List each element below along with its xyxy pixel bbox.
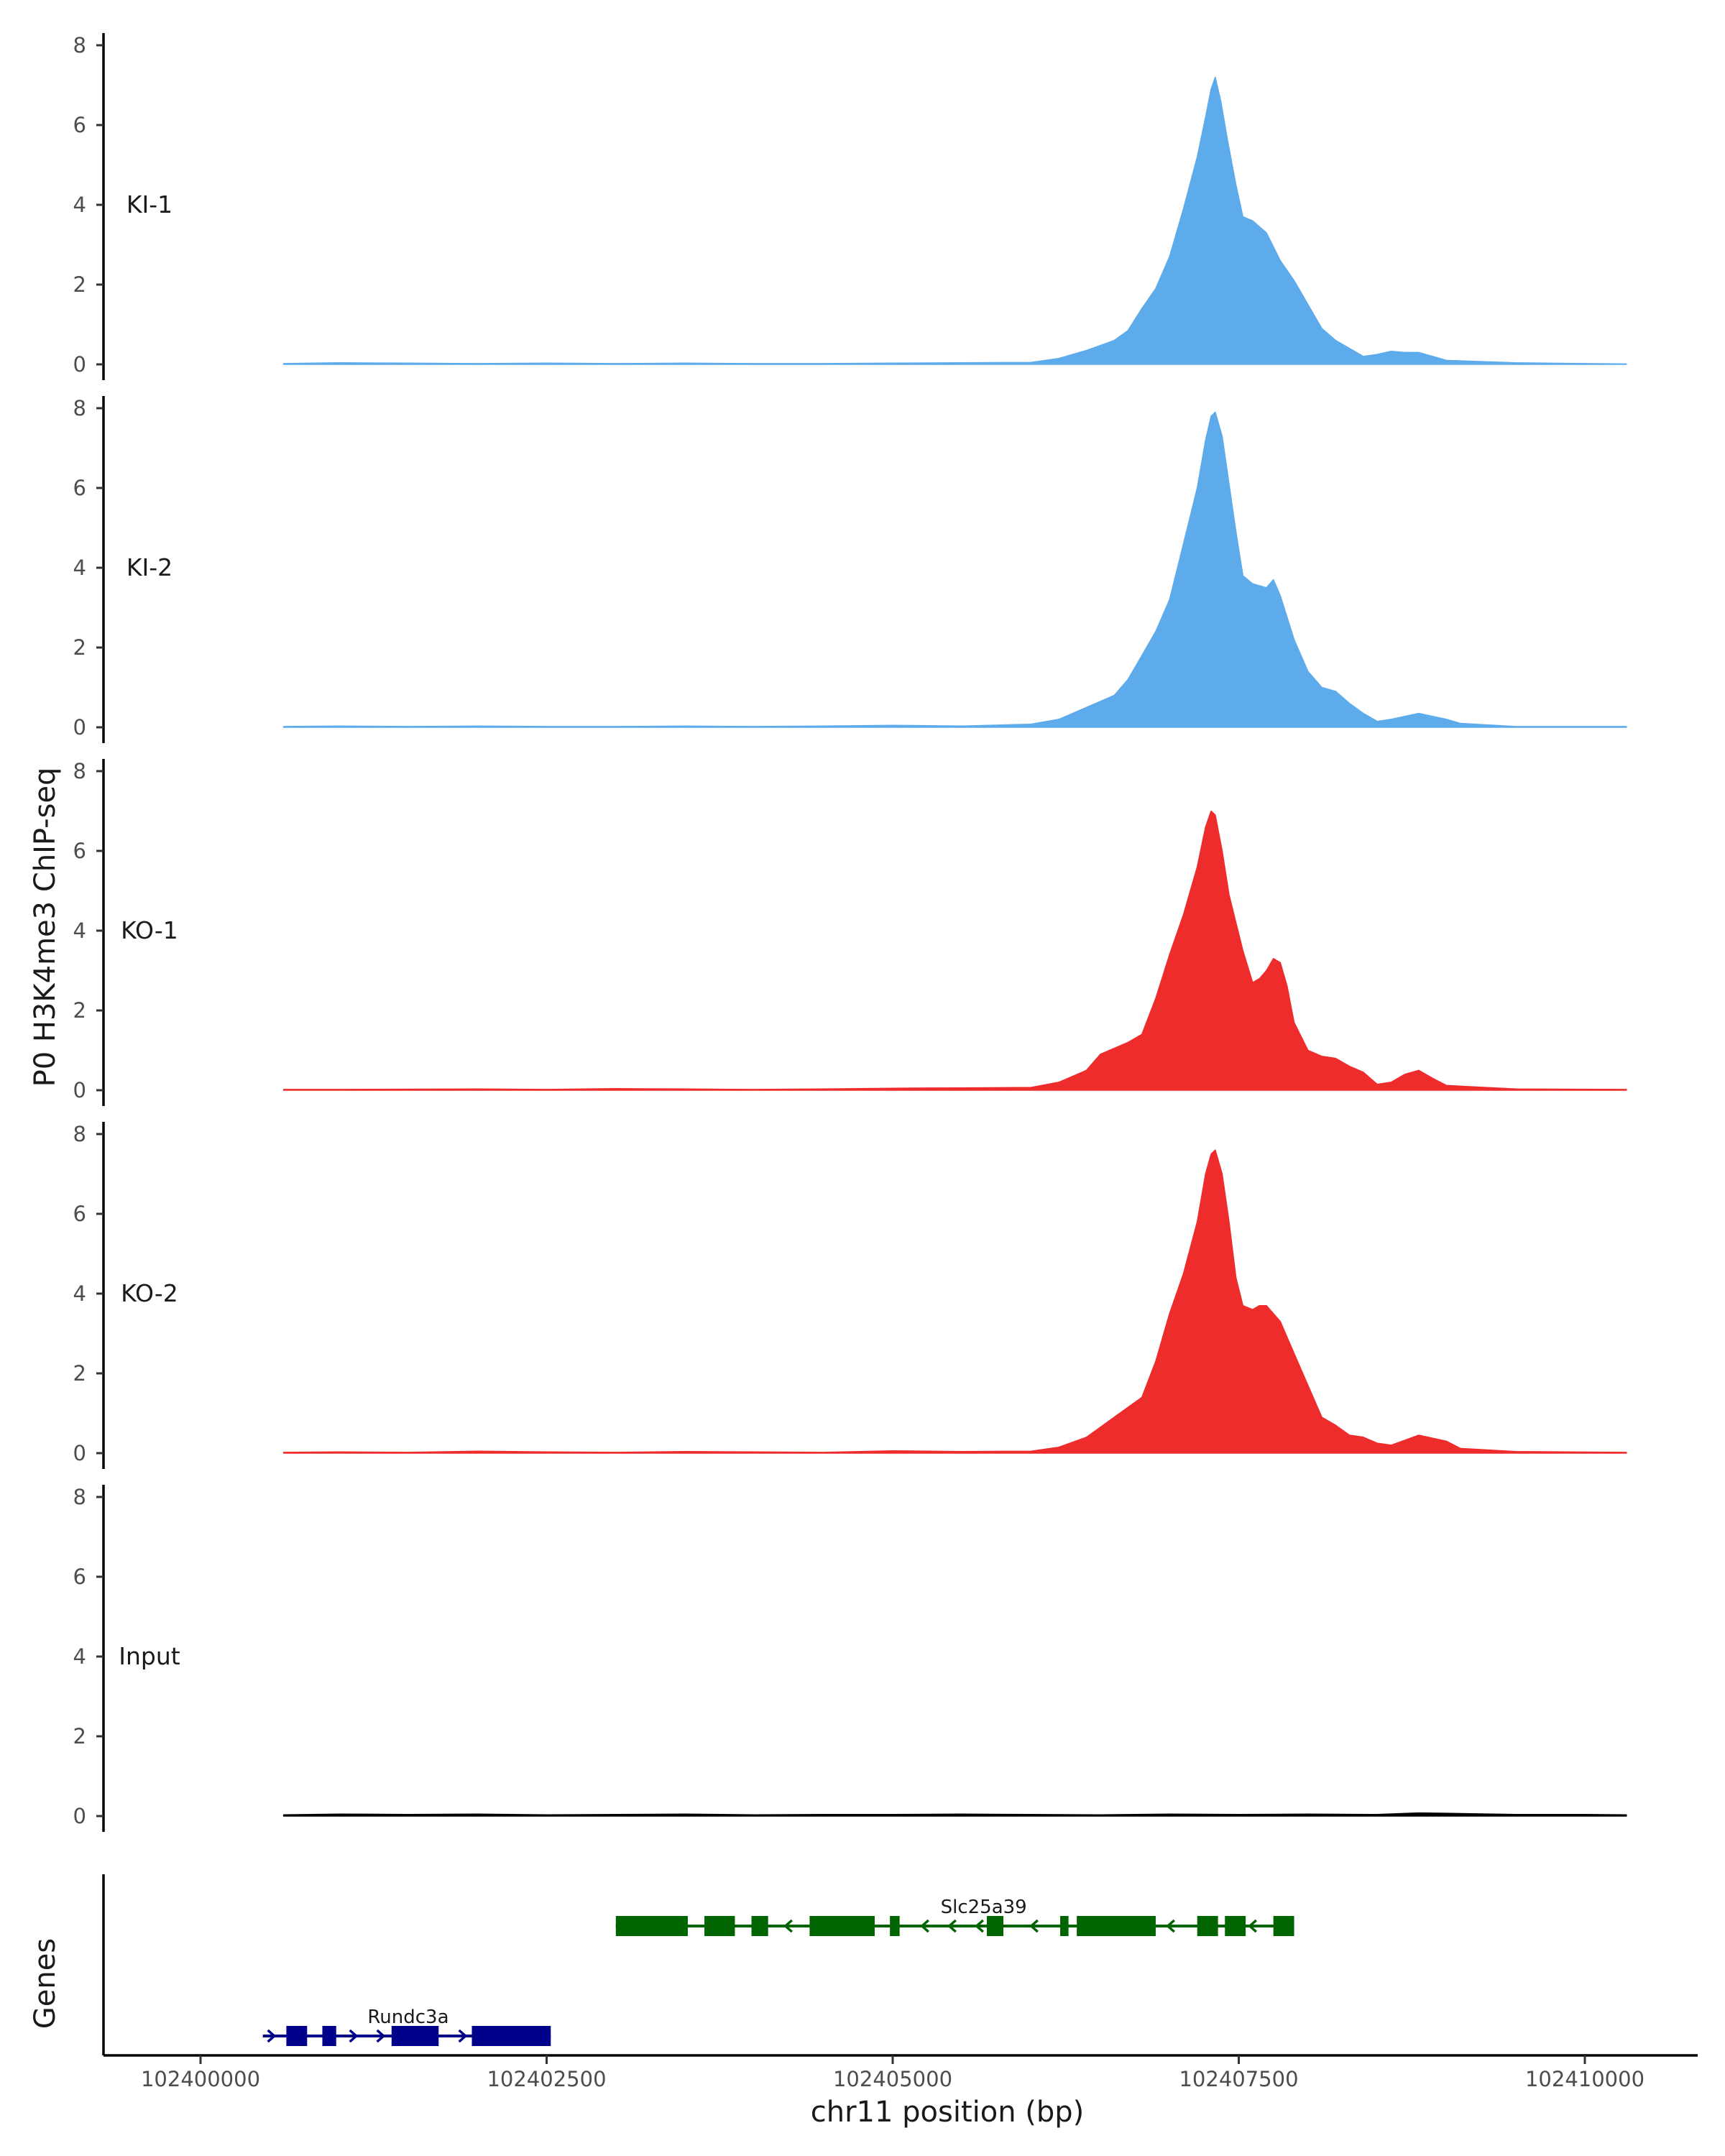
x-tick-label: 102402500 [487, 2067, 606, 2091]
track-ki-1: 0 2 4 6 8 KI-1 [73, 33, 1627, 380]
track-label-ko-2: KO-2 [121, 1279, 178, 1307]
gene-exon [704, 1916, 735, 1936]
x-tick-label: 102410000 [1525, 2067, 1644, 2091]
y-tick-label: 8 [73, 1122, 86, 1146]
strand-arrow [783, 1919, 793, 1933]
y-tick-label: 4 [73, 918, 86, 943]
x-tick-label: 102407500 [1179, 2067, 1298, 2091]
y-tick-label: 6 [73, 839, 86, 863]
track-ko-1: 0 2 4 6 8 KO-1 [73, 759, 1627, 1106]
track-input: 0 2 4 6 8 Input [73, 1485, 1627, 1832]
gene-exon [1225, 1916, 1246, 1936]
coverage-area-ko-1 [282, 810, 1627, 1091]
y-tick-label: 8 [73, 396, 86, 420]
y-tick-label: 0 [73, 1441, 86, 1465]
track-label-ki-2: KI-2 [126, 553, 172, 581]
strand-arrow [1166, 1919, 1175, 1933]
y-tick-label: 6 [73, 113, 86, 137]
x-axis: 102400000 102402500 102405000 102407500 1024… [104, 2054, 1698, 2091]
y-tick-label: 6 [73, 1565, 86, 1589]
coverage-tracks: 0 2 4 6 8 KI-1 0 2 4 6 8 KI-2 0 2 4 6 8 KO-1 0 2 4 6 8 KO-2 0 2 4 6… [73, 33, 1627, 1832]
gene-label-rundc3a: Rundc3a [367, 2007, 448, 2028]
y-tick-label: 0 [73, 1804, 86, 1828]
y-tick-label: 0 [73, 352, 86, 377]
strand-arrow [947, 1919, 957, 1933]
gene-exon [751, 1916, 768, 1936]
track-ki-2: 0 2 4 6 8 KI-2 [73, 396, 1627, 743]
gene-rundc3a: Rundc3a [262, 2007, 551, 2046]
y-tick-label: 0 [73, 1078, 86, 1102]
genes-panel: Slc25a39 Rundc3a [102, 1874, 1294, 2055]
strand-arrow [920, 1919, 929, 1933]
gene-exon [286, 2026, 308, 2046]
strand-arrow [267, 2029, 277, 2043]
y-tick-label: 4 [73, 193, 86, 217]
coverage-area-ki-2 [282, 411, 1627, 728]
y-tick-label: 2 [73, 635, 86, 660]
strand-arrow [1248, 1919, 1257, 1933]
gene-exon [1197, 1916, 1218, 1936]
y-axis-title: P0 H3K4me3 ChIP-seq [29, 768, 62, 1087]
track-ko-2: 0 2 4 6 8 KO-2 [73, 1122, 1627, 1469]
coverage-area-input [282, 1812, 1627, 1817]
coverage-area-ki-1 [282, 76, 1627, 365]
gene-exon [986, 1916, 1004, 1936]
y-tick-label: 6 [73, 1202, 86, 1226]
y-tick-label: 8 [73, 33, 86, 57]
strand-arrow [376, 2029, 386, 2043]
gene-slc25a39: Slc25a39 [615, 1897, 1294, 1936]
strand-arrow [1029, 1919, 1039, 1933]
y-tick-label: 0 [73, 715, 86, 740]
gene-exon [1077, 1916, 1156, 1936]
coverage-area-ko-2 [282, 1149, 1627, 1454]
y-tick-label: 8 [73, 1485, 86, 1509]
y-tick-label: 2 [73, 998, 86, 1023]
y-tick-label: 2 [73, 272, 86, 297]
track-label-input: Input [119, 1642, 180, 1670]
strand-arrow [975, 1919, 984, 1933]
strand-arrow [349, 2029, 359, 2043]
gene-exon [890, 1916, 900, 1936]
gene-exon [809, 1916, 875, 1936]
strand-arrow [458, 2029, 468, 2043]
gene-label-slc25a39: Slc25a39 [941, 1897, 1027, 1918]
x-tick-label: 102405000 [833, 2067, 952, 2091]
x-tick-label: 102400000 [141, 2067, 260, 2091]
gene-exon [1060, 1916, 1069, 1936]
genes-axis-title: Genes [29, 1938, 62, 2029]
gene-exon [391, 2026, 439, 2046]
x-axis-title: chr11 position (bp) [811, 2096, 1085, 2129]
gene-exon [1273, 1916, 1294, 1936]
y-tick-label: 2 [73, 1724, 86, 1749]
y-tick-label: 6 [73, 476, 86, 500]
gene-exon [322, 2026, 336, 2046]
gene-exon [472, 2026, 551, 2046]
track-label-ki-1: KI-1 [126, 190, 172, 218]
y-tick-label: 4 [73, 1281, 86, 1306]
track-label-ko-1: KO-1 [121, 916, 178, 944]
gene-exon [615, 1916, 688, 1936]
y-tick-label: 4 [73, 556, 86, 580]
y-tick-label: 8 [73, 759, 86, 783]
y-tick-label: 2 [73, 1361, 86, 1386]
y-tick-label: 4 [73, 1644, 86, 1669]
